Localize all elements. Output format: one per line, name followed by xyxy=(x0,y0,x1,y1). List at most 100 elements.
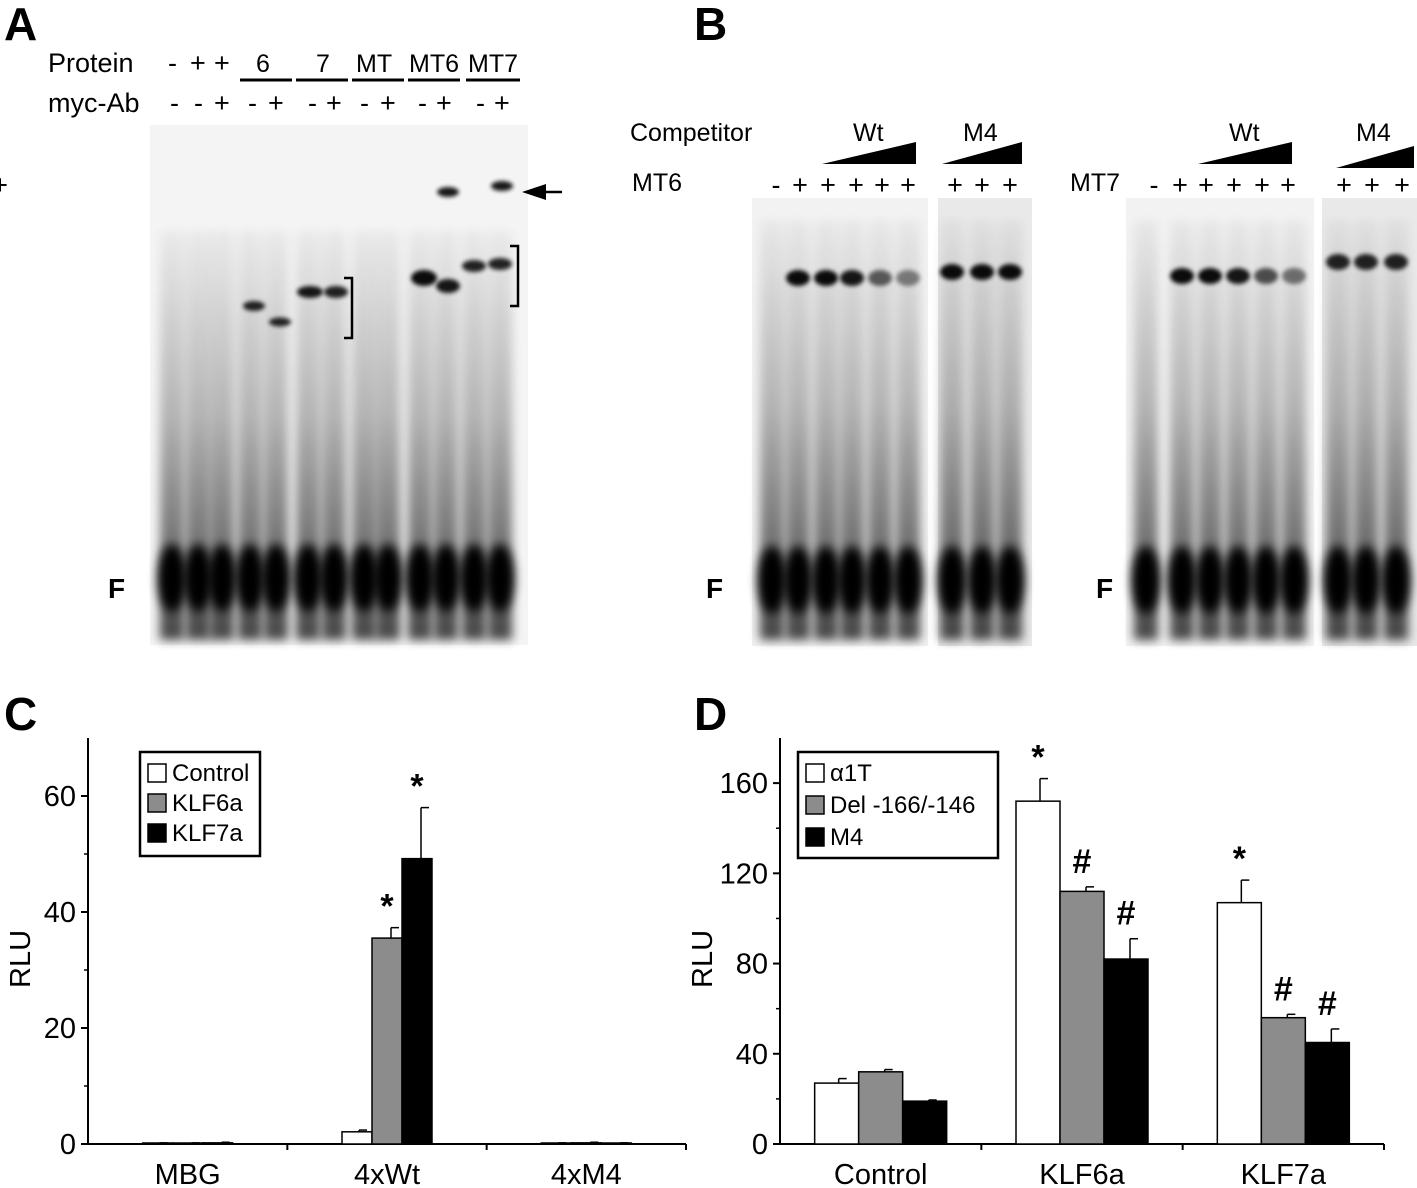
competitor-sign: + xyxy=(1254,170,1270,200)
gel-b-lane xyxy=(1280,220,1308,640)
x-tick-label: 4xM4 xyxy=(551,1159,622,1188)
myc-mark-6-plus: + xyxy=(268,88,284,118)
myc-mark-mt7-minus: - xyxy=(476,88,485,118)
bar xyxy=(341,1131,373,1145)
gel-b-band xyxy=(868,270,892,286)
supershift-arrow-icon xyxy=(522,184,562,200)
gel-a-band xyxy=(243,301,265,311)
y-tick-label: 40 xyxy=(44,897,76,929)
gel-b-band xyxy=(970,264,994,280)
bar xyxy=(901,1100,948,1145)
myc-mark-mt6-plus: + xyxy=(436,88,452,118)
myc-mark-mt6-minus: - xyxy=(418,88,427,118)
bar xyxy=(600,1142,633,1145)
bar xyxy=(141,1142,174,1145)
significance-mark: # xyxy=(1073,843,1092,881)
gel-a-lane xyxy=(294,230,322,640)
gel-b-left-free-probe-label: F xyxy=(706,573,723,604)
y-tick-label: 20 xyxy=(44,1013,76,1045)
significance-mark: * xyxy=(380,888,394,926)
gel-b-lane xyxy=(1196,220,1224,640)
gel-a-bracket-2 xyxy=(510,244,520,308)
myc-mark-mt-minus: - xyxy=(360,88,369,118)
gel-a-lane xyxy=(262,230,290,640)
gel-b-lane xyxy=(838,220,866,640)
gel-b-lane xyxy=(938,220,966,640)
gel-a-band xyxy=(324,286,348,298)
gel-b-right-m4 xyxy=(1322,198,1417,646)
right-m4-label: M4 xyxy=(1356,119,1391,147)
bar xyxy=(201,1142,234,1145)
competitor-sign: + xyxy=(1198,170,1214,200)
x-tick-label: Control xyxy=(834,1159,928,1188)
y-axis-label: RLU xyxy=(687,930,719,988)
competitor-sign: - xyxy=(772,170,781,200)
chart-d: 0 40 80 120 160 RLU Control KLF6a * # # KLF7a * # # α1T… xyxy=(687,738,1385,1188)
competitor-sign: - xyxy=(1150,170,1159,200)
legend-label: KLF7a xyxy=(172,820,243,847)
competitor-sign-m4: + xyxy=(974,170,990,200)
gel-a-band xyxy=(488,258,512,270)
gel-b-lane xyxy=(1324,220,1352,640)
significance-mark: * xyxy=(1233,840,1247,878)
competitor-sign: + xyxy=(0,170,8,200)
competitor-sign: + xyxy=(848,170,864,200)
bar xyxy=(570,1142,603,1145)
gel-a-lane xyxy=(460,230,488,640)
protein-mark-1: - xyxy=(168,48,177,78)
gel-b-band xyxy=(1254,268,1278,284)
group-name-mt: MT xyxy=(356,50,392,78)
gel-a-band xyxy=(436,279,460,293)
bar xyxy=(1103,958,1149,1145)
significance-mark: # xyxy=(1274,970,1293,1008)
bar xyxy=(540,1142,573,1145)
competitor-label: Competitor xyxy=(630,119,752,147)
gel-a-lane xyxy=(236,230,264,640)
significance-mark: * xyxy=(410,768,424,806)
y-tick-label: 60 xyxy=(44,781,76,813)
competitor-sign: + xyxy=(900,170,916,200)
x-tick-label: KLF7a xyxy=(1241,1159,1327,1188)
protein-mark-2: + xyxy=(190,48,206,78)
y-tick-label: 0 xyxy=(60,1129,76,1161)
competitor-sign-m4: + xyxy=(1002,170,1018,200)
panel-d-letter: D xyxy=(694,688,727,740)
gel-a-band xyxy=(462,260,486,272)
bar xyxy=(1015,800,1061,1145)
legend xyxy=(796,750,1000,860)
myc-mark-2: - xyxy=(194,88,203,118)
panel-a-letter: A xyxy=(4,0,37,50)
competitor-sign: + xyxy=(792,170,808,200)
group-name-mt6: MT6 xyxy=(409,50,459,78)
myc-mark-mt7-plus: + xyxy=(494,88,510,118)
legend-swatch xyxy=(805,763,825,783)
myc-mark-6-minus: - xyxy=(248,88,257,118)
y-tick-label: 0 xyxy=(752,1129,768,1161)
x-tick-label: 4xWt xyxy=(354,1159,420,1188)
significance-mark: * xyxy=(1031,739,1045,777)
myc-mark-3: + xyxy=(214,88,230,118)
x-tick-label: MBG xyxy=(155,1159,221,1188)
bar xyxy=(371,937,403,1145)
gel-a-band xyxy=(297,286,323,298)
legend-swatch xyxy=(147,823,167,843)
gel-b-right-main xyxy=(1126,198,1314,646)
gel-b-band xyxy=(896,270,920,286)
y-tick-label: 40 xyxy=(736,1039,768,1071)
competitor-sign: + xyxy=(0,170,8,200)
gel-a-lane xyxy=(406,230,434,640)
panel-b: B Competitor Wt M4 MT6 -+++++++++ Wt M4 … xyxy=(0,0,1417,646)
legend-swatch xyxy=(147,793,167,813)
bar xyxy=(1304,1041,1351,1145)
panel-a: A Protein myc-Ab - + + 6 7 MT MT6 MT7 - … xyxy=(4,0,562,645)
myc-mark-7-minus: - xyxy=(308,88,317,118)
gel-b-band xyxy=(1326,254,1350,270)
legend-label: α1T xyxy=(830,760,872,787)
gel-b-lane xyxy=(1252,220,1280,640)
gel-b-left-main xyxy=(752,198,928,646)
gel-a-free-probe-label: F xyxy=(108,573,125,604)
y-tick-label: 160 xyxy=(720,768,768,800)
panel-c-letter: C xyxy=(4,688,37,740)
panel-c: C 0 20 40 60 RLU MBG 4xWt * * 4xM4 Control KLF6a KLF… xyxy=(4,688,687,1188)
